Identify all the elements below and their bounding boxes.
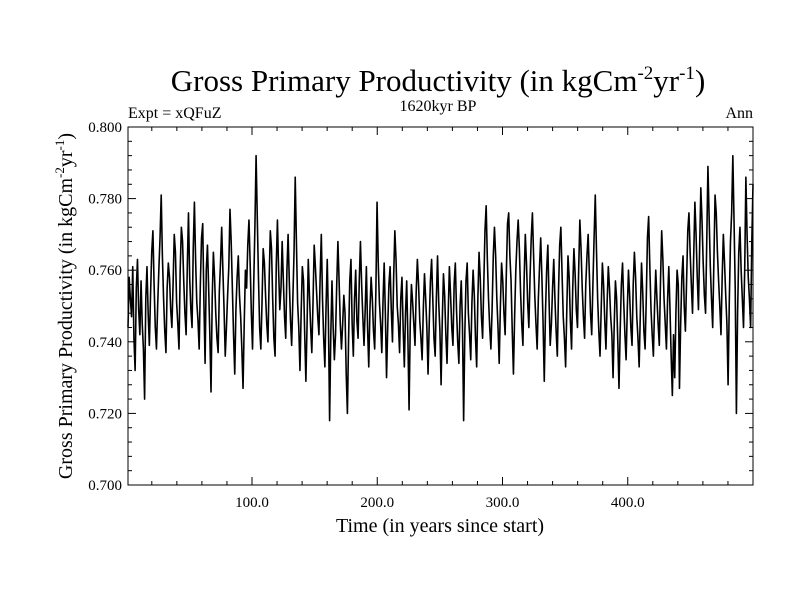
- y-tick-label: 0.780: [88, 192, 122, 208]
- axis-ticks: 100.0 200.0 300.0 400.0 0.700 0.720 0.740 0.760…: [88, 120, 753, 511]
- series-line: [127, 154, 754, 422]
- series-group: [127, 154, 754, 422]
- x-tick-label: 400.0: [611, 495, 645, 511]
- y-axis-label: Gross Primary Productivity (in kgCm-2yr-…: [52, 133, 77, 479]
- chart-title: Gross Primary Productivity (in kgCm-2yr-…: [171, 63, 706, 98]
- subtitle-center: 1620kyr BP: [400, 98, 477, 115]
- x-tick-label: 300.0: [486, 495, 520, 511]
- subtitle-right: Ann: [725, 105, 753, 122]
- x-tick-label: 100.0: [235, 495, 269, 511]
- x-axis-label: Time (in years since start): [336, 515, 544, 537]
- y-tick-label: 0.720: [88, 406, 122, 422]
- subtitle-left: Expt = xQFuZ: [128, 105, 221, 122]
- y-tick-label: 0.740: [88, 335, 122, 351]
- y-tick-label: 0.700: [88, 478, 122, 494]
- y-tick-label: 0.800: [88, 120, 122, 136]
- y-tick-label: 0.760: [88, 263, 122, 279]
- x-tick-label: 200.0: [360, 495, 394, 511]
